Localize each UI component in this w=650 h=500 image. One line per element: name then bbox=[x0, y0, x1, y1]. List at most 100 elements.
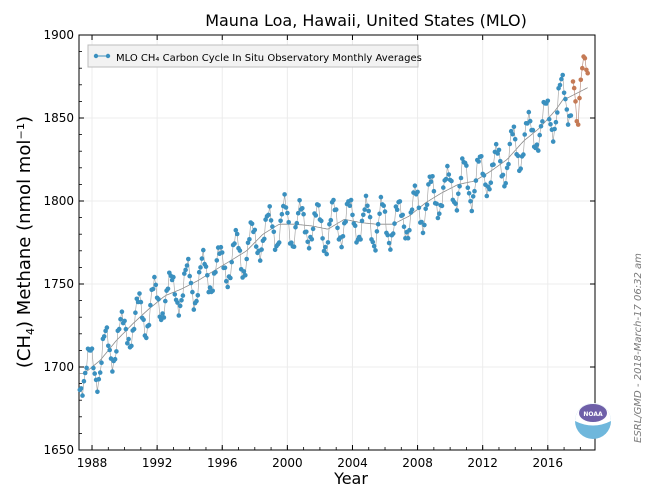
data-point bbox=[294, 220, 300, 226]
data-point bbox=[112, 356, 118, 362]
data-point bbox=[84, 365, 89, 371]
y-axis-label-suffix: ) Methane (nmol mol⁻¹) bbox=[14, 116, 35, 328]
data-point bbox=[540, 119, 545, 124]
data-point bbox=[253, 244, 259, 249]
data-point bbox=[371, 243, 377, 249]
data-point bbox=[80, 393, 85, 398]
data-point bbox=[454, 208, 460, 213]
data-point bbox=[219, 250, 225, 255]
data-point bbox=[527, 118, 533, 124]
data-point bbox=[161, 315, 167, 320]
data-point bbox=[439, 203, 445, 209]
y-axis-label-subscript: 4 bbox=[24, 328, 37, 335]
trend-line-layer bbox=[79, 87, 588, 374]
data-point bbox=[283, 205, 289, 210]
data-point bbox=[493, 141, 499, 147]
data-point bbox=[126, 336, 131, 342]
data-point bbox=[557, 82, 563, 88]
data-point bbox=[424, 202, 430, 207]
data-point bbox=[199, 256, 205, 261]
data-point bbox=[365, 203, 370, 209]
data-point bbox=[407, 227, 412, 233]
data-point bbox=[153, 282, 159, 288]
data-point bbox=[184, 263, 190, 268]
data-point bbox=[107, 347, 112, 353]
data-point bbox=[565, 122, 571, 127]
preliminary-point bbox=[582, 55, 588, 61]
data-point bbox=[381, 203, 387, 208]
data-point bbox=[146, 322, 152, 328]
data-point bbox=[464, 163, 469, 168]
preliminary-point bbox=[573, 99, 578, 104]
data-point bbox=[553, 119, 559, 125]
data-point bbox=[190, 289, 195, 295]
data-point bbox=[441, 185, 446, 190]
data-point bbox=[306, 246, 312, 251]
data-point bbox=[466, 191, 472, 196]
data-point bbox=[152, 274, 157, 280]
data-point bbox=[423, 206, 429, 212]
data-point bbox=[449, 178, 454, 184]
data-point bbox=[259, 247, 264, 252]
preliminary-point bbox=[577, 95, 582, 101]
data-point bbox=[125, 341, 130, 346]
data-point bbox=[412, 183, 418, 188]
data-point bbox=[518, 166, 523, 171]
data-point bbox=[506, 161, 511, 167]
data-point bbox=[362, 207, 368, 212]
data-point bbox=[484, 193, 490, 199]
data-point bbox=[422, 222, 427, 228]
data-point bbox=[319, 218, 324, 224]
data-point bbox=[278, 218, 283, 224]
data-point bbox=[257, 258, 263, 263]
data-point bbox=[548, 122, 553, 127]
data-point bbox=[428, 179, 434, 184]
data-point bbox=[203, 264, 209, 269]
data-point bbox=[305, 239, 311, 245]
data-point bbox=[507, 141, 513, 147]
data-point bbox=[550, 139, 556, 144]
data-point bbox=[106, 343, 111, 349]
data-point bbox=[179, 298, 184, 303]
data-point bbox=[295, 210, 301, 216]
data-point bbox=[133, 310, 138, 316]
data-point bbox=[150, 286, 156, 292]
data-point bbox=[172, 292, 178, 297]
data-point bbox=[232, 241, 237, 246]
data-point bbox=[268, 218, 274, 223]
data-point bbox=[156, 297, 161, 302]
data-point bbox=[545, 98, 551, 104]
data-point bbox=[503, 181, 509, 186]
data-point bbox=[309, 237, 315, 242]
data-point bbox=[177, 303, 183, 309]
data-point bbox=[218, 244, 224, 250]
data-point bbox=[272, 247, 278, 253]
data-point bbox=[137, 291, 142, 296]
data-point bbox=[104, 325, 110, 330]
data-point bbox=[114, 349, 119, 354]
data-point bbox=[195, 293, 201, 298]
data-point bbox=[300, 206, 305, 211]
data-point bbox=[289, 240, 294, 245]
x-axis-label: Year bbox=[333, 469, 368, 488]
data-point bbox=[472, 188, 477, 194]
data-point bbox=[437, 211, 442, 216]
data-point bbox=[183, 267, 188, 273]
data-point bbox=[282, 192, 287, 197]
trend-line bbox=[79, 87, 588, 374]
data-point bbox=[234, 231, 240, 237]
data-point bbox=[99, 360, 104, 366]
data-point bbox=[276, 240, 282, 245]
data-point bbox=[488, 180, 494, 185]
data-point bbox=[367, 214, 373, 220]
data-point bbox=[207, 285, 213, 290]
data-point bbox=[350, 212, 355, 218]
data-point bbox=[348, 197, 354, 203]
data-point bbox=[378, 194, 384, 200]
data-point bbox=[515, 153, 521, 159]
data-point bbox=[420, 230, 426, 236]
data-point bbox=[453, 201, 458, 206]
data-point bbox=[286, 220, 292, 225]
data-point bbox=[373, 248, 378, 253]
y-tick-label: 1800 bbox=[43, 194, 74, 208]
